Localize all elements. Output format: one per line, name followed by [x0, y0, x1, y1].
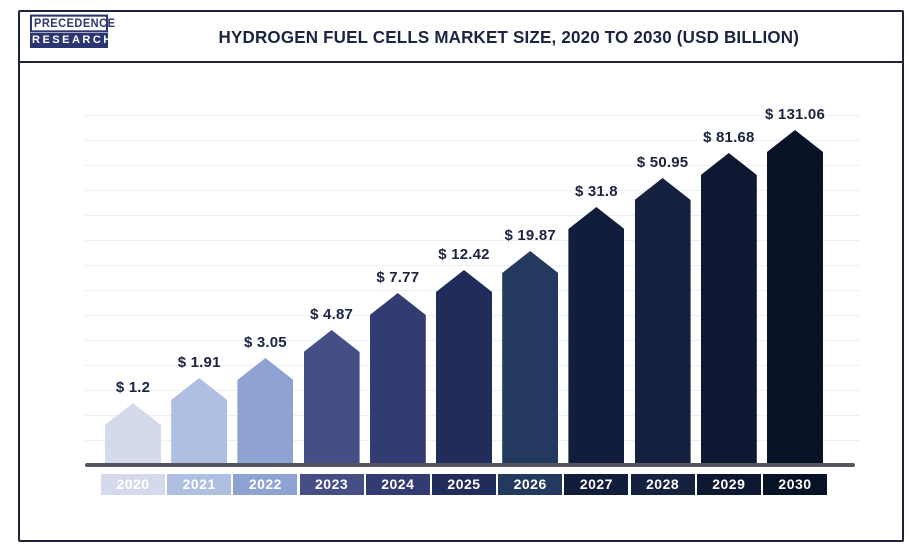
- logo-line1: PRECEDENCE: [30, 14, 115, 33]
- year-label-2023: 2023: [299, 474, 364, 495]
- x-axis-labels: 2020 2021 2022 2023 2024 2025 2026 2027 2028 2029…: [85, 474, 860, 498]
- bar-2027: [568, 207, 625, 465]
- value-label-2027: $ 31.8: [574, 183, 618, 200]
- precedence-research-logo: PRECEDENCE RESEARCH: [30, 14, 115, 48]
- value-label-2025: $ 12.42: [438, 246, 490, 263]
- plot-area: $ 1.2 $ 1.91 $ 3.05 $ 4.87 $ 7.77 $ 12.42 $ 19…: [85, 103, 860, 465]
- year-label-2027: 2027: [564, 474, 629, 495]
- year-label-2020: 2020: [101, 474, 165, 495]
- value-label-2030: $ 131.06: [765, 106, 825, 123]
- value-label-2023: $ 4.87: [310, 306, 354, 323]
- value-label-2029: $ 81.68: [703, 129, 755, 146]
- value-label-2026: $ 19.87: [504, 227, 556, 244]
- bar-2029: [700, 153, 757, 465]
- year-label-2030: 2030: [763, 474, 827, 495]
- x-axis-line: [85, 463, 855, 467]
- year-label-2024: 2024: [365, 474, 430, 495]
- year-label-2026: 2026: [498, 474, 563, 495]
- bar-2023: [303, 330, 360, 465]
- bar-2030: [767, 130, 823, 465]
- bar-2026: [502, 251, 559, 465]
- header-divider: [18, 61, 902, 63]
- year-label-2028: 2028: [630, 474, 695, 495]
- value-label-2020: $ 1.2: [115, 379, 151, 396]
- logo-line2: RESEARCH: [30, 33, 114, 48]
- bar-2022: [237, 358, 294, 465]
- chart-title: HYDROGEN FUEL CELLS MARKET SIZE, 2020 TO…: [218, 27, 800, 47]
- value-label-2022: $ 3.05: [243, 334, 287, 351]
- value-label-2028: $ 50.95: [636, 154, 689, 171]
- bar-2024: [369, 293, 426, 465]
- bar-2028: [634, 178, 691, 465]
- year-label-2022: 2022: [233, 474, 298, 495]
- year-label-2029: 2029: [696, 474, 761, 495]
- bar-2021: [171, 378, 228, 465]
- value-label-2024: $ 7.77: [376, 269, 420, 286]
- bar-2020: [105, 403, 161, 465]
- bar-2025: [436, 270, 492, 465]
- year-label-2025: 2025: [432, 474, 496, 495]
- value-label-2021: $ 1.91: [177, 354, 221, 371]
- year-label-2021: 2021: [167, 474, 232, 495]
